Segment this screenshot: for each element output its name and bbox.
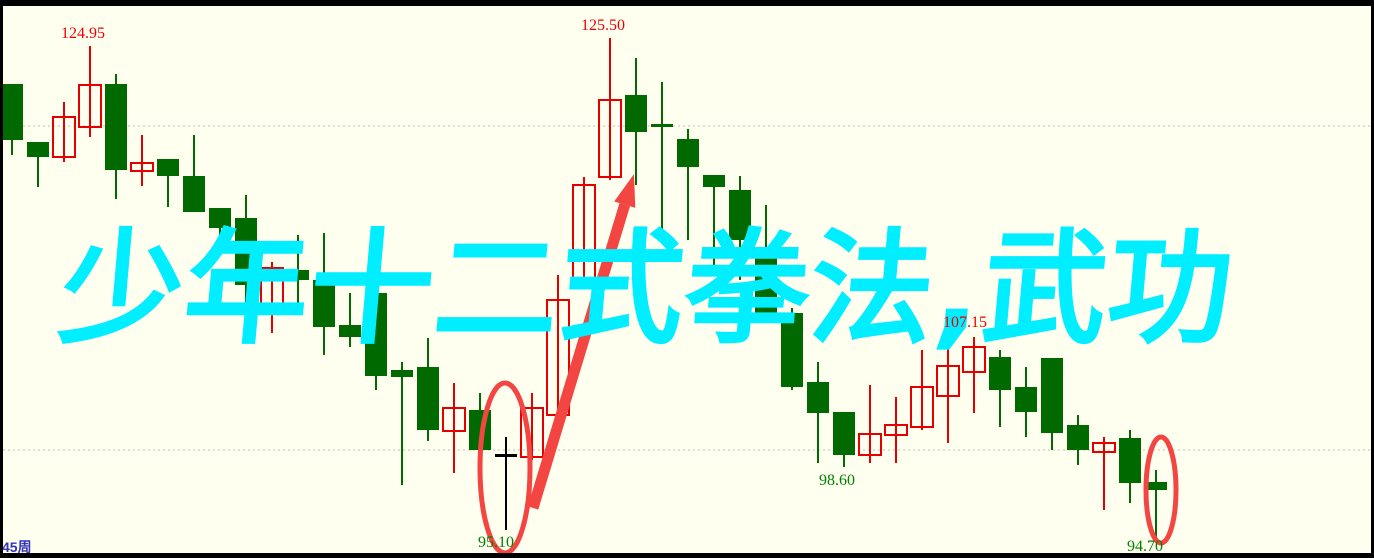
candle-body (365, 293, 387, 376)
candle-body (833, 412, 855, 455)
price-label: 94.70 (1127, 538, 1163, 555)
candle-body (677, 139, 699, 167)
candle-body (130, 162, 154, 172)
candle-body (1041, 358, 1063, 433)
candle-body (183, 176, 205, 212)
candle-body (442, 407, 466, 432)
candle-body (1092, 442, 1116, 453)
candle-body (989, 357, 1011, 390)
price-label: 125.50 (581, 17, 625, 34)
candle-body (287, 270, 309, 280)
candle-body (1067, 425, 1089, 450)
chart-border-bottom (0, 553, 1374, 558)
candle-body (598, 99, 622, 178)
candle-body (260, 267, 284, 311)
x-axis-period-label: 45周 (2, 539, 32, 555)
candle-body (495, 454, 517, 457)
candle-body (625, 95, 647, 132)
candle-body (729, 190, 751, 240)
candle-body (157, 159, 179, 176)
chart-border-right (1371, 0, 1374, 558)
candle-body (781, 313, 803, 387)
highlight-circle (1143, 434, 1179, 546)
candle-body (1119, 438, 1141, 483)
candle-body (910, 386, 934, 428)
price-label: 95.10 (478, 534, 514, 551)
candle-body (1145, 482, 1167, 490)
candle-body (313, 280, 335, 327)
trend-arrow-shaft (527, 203, 631, 510)
price-label: 107.15 (943, 314, 987, 331)
candle-body (936, 365, 960, 397)
candle-body (884, 424, 908, 436)
candle-body (572, 184, 596, 279)
candle-body (1, 84, 23, 140)
candle-body (339, 325, 361, 337)
candle-body (962, 346, 986, 373)
candle-body (417, 367, 439, 430)
candle-body (755, 250, 777, 320)
candle-body (858, 433, 882, 456)
candle-body (105, 84, 127, 170)
chart-border-left (0, 0, 3, 558)
candle-body (78, 84, 102, 128)
candle-body (235, 218, 257, 285)
candle-body (807, 382, 829, 413)
candle-body (209, 208, 231, 228)
candle-body (703, 175, 725, 187)
price-label: 124.95 (61, 25, 105, 42)
candle-body (1015, 387, 1037, 412)
price-label: 98.60 (819, 472, 855, 489)
candle-body (651, 124, 673, 127)
chart-border-top (0, 0, 1374, 6)
trend-arrow-head (614, 174, 636, 208)
candle-body (27, 142, 49, 157)
candle-body (52, 116, 76, 158)
candle-body (391, 370, 413, 377)
